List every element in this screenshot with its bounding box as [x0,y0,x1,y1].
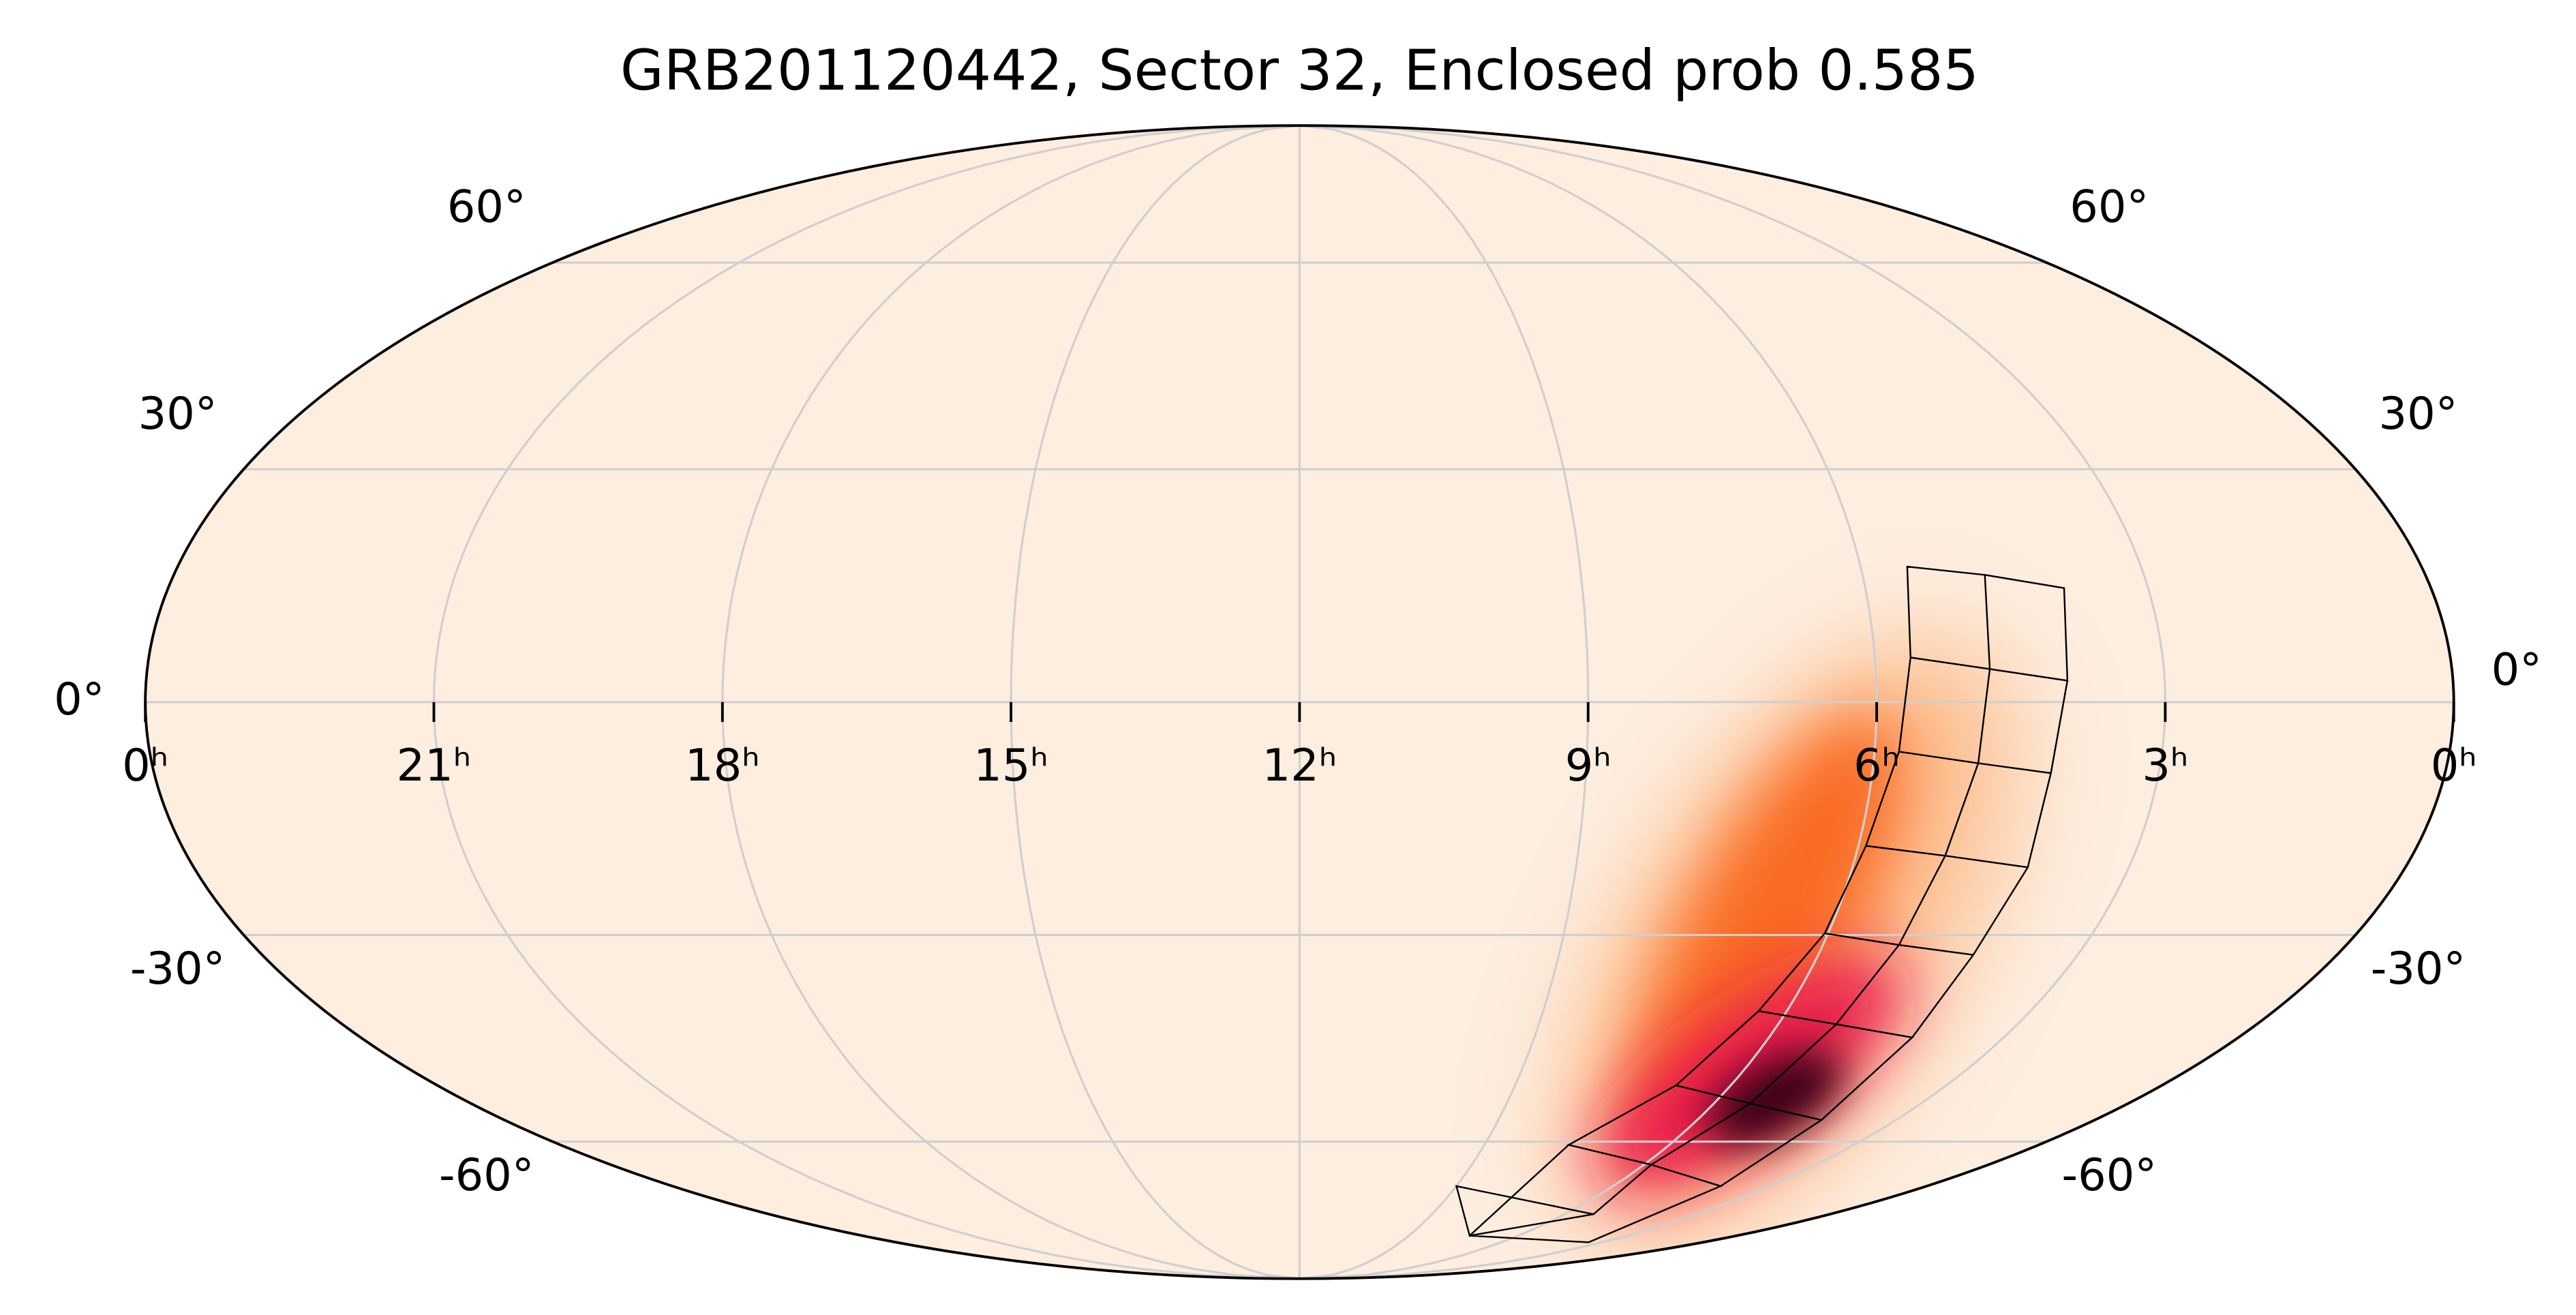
ra-tick-label: 0ʰ [2431,740,2477,791]
dec-tick-label: -60° [439,1149,534,1201]
dec-tick-label: 60° [447,181,526,233]
dec-tick-label: 60° [2070,181,2149,233]
ccd-tiles [1455,565,2069,1243]
dec-tick-label: 0° [54,674,104,725]
dec-tick-label: -30° [130,943,226,995]
ra-tick-label: 21ʰ [397,740,472,791]
ra-tick-label: 9ʰ [1565,740,1611,791]
ra-tick-label: 12ʰ [1262,740,1337,791]
dec-tick-label: -30° [2371,943,2466,995]
dec-tick-label: 30° [138,388,217,440]
ra-tick-label: 3ʰ [2142,740,2188,791]
dec-tick-label: 30° [2379,388,2458,440]
ra-tick-label: 18ʰ [685,740,760,791]
ra-tick-label: 15ʰ [973,740,1048,791]
tess-footprint [1455,565,2069,1243]
prob-peak [1707,1051,1843,1147]
dec-tick-label: -60° [2062,1149,2157,1201]
ra-tick-label: 0ʰ [122,740,168,791]
map-title: GRB201120442, Sector 32, Enclosed prob 0… [620,38,1979,103]
dec-tick-label: 0° [2491,644,2542,695]
probability-heatmap [1564,635,2019,1248]
ra-tick-label: 6ʰ [1853,740,1900,791]
